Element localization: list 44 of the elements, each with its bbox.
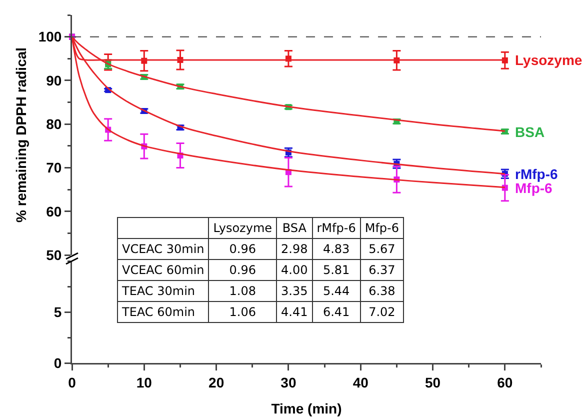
- series-label: BSA: [515, 124, 545, 140]
- text: 6.41: [322, 305, 350, 319]
- text: 4.00: [281, 263, 308, 277]
- text: 2.98: [281, 242, 308, 256]
- text: 5.81: [322, 263, 350, 277]
- text: 4.83: [322, 242, 350, 256]
- y-tick-label: 5: [54, 304, 62, 320]
- y-tick-label: 50: [46, 246, 62, 263]
- text: 5.67: [368, 242, 396, 256]
- y-tick-label: 90: [46, 72, 62, 88]
- category-label: TEAC 60min: [122, 305, 196, 319]
- y-tick-label: 100: [38, 28, 62, 45]
- category-label: VCEAC 30min: [122, 242, 204, 256]
- x-tick-label: 0: [68, 374, 76, 390]
- series-label: Lysozyme: [515, 52, 582, 68]
- x-tick-label: 20: [208, 374, 224, 390]
- text: 1.08: [229, 284, 256, 298]
- x-tick-label: 60: [497, 374, 513, 390]
- text: 7.02: [368, 305, 396, 319]
- x-axis-title: Time (min): [271, 400, 342, 416]
- text: 1.06: [229, 305, 256, 319]
- x-tick-label: 30: [280, 374, 296, 390]
- y-axis-title: % remaining DPPH radical: [13, 47, 30, 223]
- category-label: Mfp-6: [360, 218, 404, 238]
- category-label: rMfp-6: [312, 218, 360, 238]
- x-tick-label: 10: [136, 374, 152, 390]
- y-tick-label: 60: [46, 203, 62, 220]
- text: 6.37: [368, 263, 396, 277]
- category-label: Lysozyme: [208, 218, 277, 238]
- series-label: rMfp-6: [515, 166, 558, 182]
- category-label: TEAC 30min: [122, 284, 196, 298]
- text: 0.96: [229, 263, 256, 277]
- x-tick-label: 50: [424, 374, 441, 390]
- text: 0.96: [229, 242, 256, 256]
- category-label: BSA: [276, 218, 312, 238]
- category-label: VCEAC 60min: [122, 263, 204, 277]
- x-tick-label: 40: [352, 374, 369, 390]
- y-tick-label: 80: [46, 116, 62, 132]
- text: 4.41: [281, 305, 308, 319]
- y-tick-label: 0: [54, 354, 62, 371]
- text: 5.44: [322, 284, 350, 298]
- y-tick-label: 70: [46, 160, 62, 176]
- text: 3.35: [281, 284, 308, 298]
- text: 6.38: [368, 284, 396, 298]
